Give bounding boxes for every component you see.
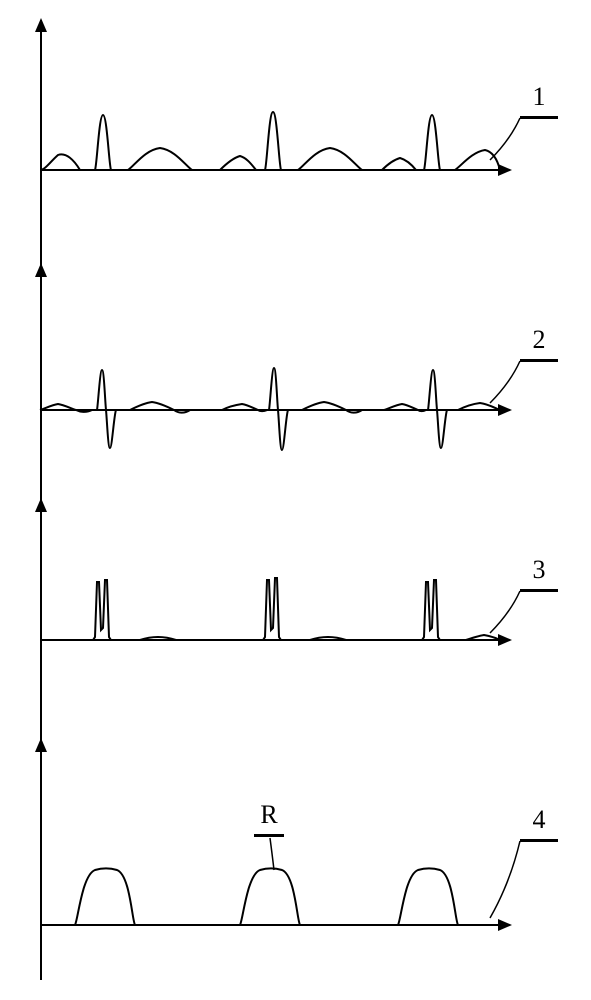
panel-label-1: 1 [520, 82, 558, 119]
x-axis-panel-2 [40, 409, 500, 411]
r-wave-label: R [254, 800, 284, 837]
panel-label-text-3: 3 [533, 555, 546, 585]
panel-label-4: 4 [520, 805, 558, 842]
waveform-path-1 [40, 112, 500, 170]
y-axis-arrow-panel-1 [35, 18, 47, 32]
panel-label-2: 2 [520, 325, 558, 362]
waveform-path-3 [40, 578, 500, 640]
leader-line-1 [490, 120, 550, 170]
r-wave-label-underline [254, 834, 284, 837]
panel-label-3: 3 [520, 555, 558, 592]
leader-line-3 [490, 593, 550, 643]
r-leader-line [260, 838, 290, 878]
panel-label-text-4: 4 [533, 805, 546, 835]
figure-container: 1 2 3 4 R [40, 20, 560, 980]
panel-label-underline-1 [520, 116, 558, 119]
x-axis-panel-3 [40, 639, 500, 641]
y-axis-arrow-panel-2 [35, 263, 47, 277]
leader-line-2 [490, 363, 550, 413]
r-wave-label-text: R [260, 800, 277, 830]
panel-label-underline-2 [520, 359, 558, 362]
panel-label-underline-4 [520, 839, 558, 842]
y-axis-arrow-panel-3 [35, 498, 47, 512]
y-axis-arrow-panel-4 [35, 738, 47, 752]
x-axis-panel-4 [40, 924, 500, 926]
panel-label-underline-3 [520, 589, 558, 592]
panel-label-text-2: 2 [533, 325, 546, 355]
leader-line-4 [490, 843, 550, 933]
x-axis-panel-1 [40, 169, 500, 171]
panel-label-text-1: 1 [533, 82, 546, 112]
